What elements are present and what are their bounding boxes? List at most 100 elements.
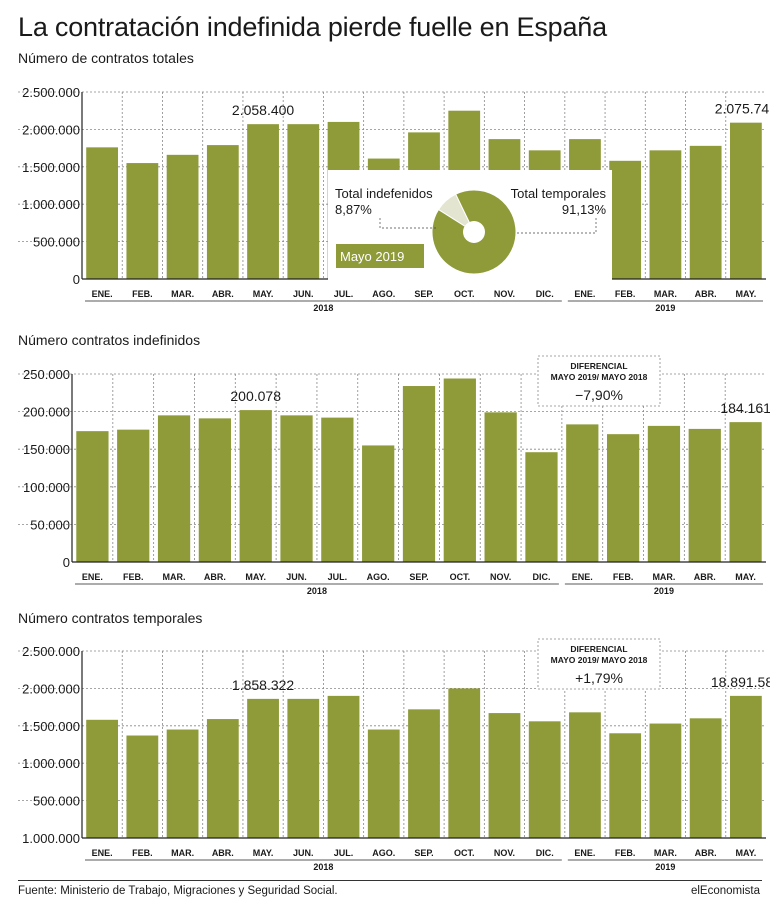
bar-2-14 bbox=[649, 723, 682, 838]
y-tick-label: 2.000.000 bbox=[22, 681, 80, 696]
x-tick-label: AGO. bbox=[372, 848, 395, 858]
bar-1-1 bbox=[117, 429, 150, 562]
bar-2-6 bbox=[327, 695, 360, 838]
bar-2-16 bbox=[729, 695, 762, 838]
y-tick-label: 500.000 bbox=[33, 235, 80, 250]
bar-0-1 bbox=[126, 163, 159, 279]
x-tick-label: ENE. bbox=[82, 572, 103, 582]
x-tick-label: ENE. bbox=[92, 289, 113, 299]
diff-box bbox=[537, 638, 661, 690]
bar-2-8 bbox=[408, 709, 440, 838]
bar-2-10 bbox=[488, 713, 521, 838]
bar-1-6 bbox=[321, 417, 354, 562]
bar-0-15 bbox=[689, 145, 722, 279]
x-tick-label: SEP. bbox=[414, 848, 433, 858]
x-tick-label: JUL. bbox=[334, 289, 354, 299]
bar-2-11 bbox=[528, 721, 561, 838]
x-tick-label: FEB. bbox=[615, 289, 636, 299]
bar-1-0 bbox=[76, 431, 109, 562]
x-tick-label: FEB. bbox=[123, 572, 144, 582]
year-label: 2019 bbox=[655, 303, 675, 313]
x-tick-label: ABR. bbox=[694, 572, 716, 582]
pie-label-indefinidos: Total indefenidos bbox=[335, 186, 433, 201]
x-tick-label: JUN. bbox=[293, 848, 314, 858]
x-tick-label: AGO. bbox=[367, 572, 390, 582]
x-tick-label: ABR. bbox=[212, 848, 234, 858]
chart-title: Número contratos indefinidos bbox=[18, 332, 200, 348]
x-tick-label: MAR. bbox=[654, 289, 677, 299]
x-tick-label: JUL. bbox=[328, 572, 348, 582]
bar-0-2 bbox=[166, 154, 199, 279]
y-tick-label: 0 bbox=[73, 272, 80, 287]
x-tick-label: MAR. bbox=[171, 848, 194, 858]
diff-box bbox=[537, 355, 661, 407]
x-tick-label: MAR. bbox=[171, 289, 194, 299]
bar-2-1 bbox=[126, 735, 159, 838]
diff-box-value: +1,79% bbox=[575, 670, 623, 686]
bar-2-13 bbox=[609, 733, 642, 838]
x-tick-label: OCT. bbox=[454, 848, 475, 858]
x-tick-label: NOV. bbox=[494, 289, 515, 299]
bar-2-4 bbox=[247, 698, 279, 838]
y-tick-label: 2.500.000 bbox=[22, 644, 80, 659]
x-tick-label: MAR. bbox=[652, 572, 675, 582]
x-tick-label: ABR. bbox=[695, 848, 717, 858]
year-label: 2018 bbox=[307, 586, 327, 596]
bar-2-9 bbox=[448, 688, 481, 838]
x-tick-label: MAY. bbox=[735, 572, 756, 582]
bar-2-0 bbox=[86, 719, 119, 838]
y-tick-label: 1.000.000 bbox=[22, 831, 80, 846]
bar-1-8 bbox=[402, 386, 436, 562]
x-tick-label: JUL. bbox=[334, 848, 354, 858]
footer-brand: elEconomista bbox=[690, 885, 760, 897]
diff-box-subtitle: MAYO 2019/ MAYO 2018 bbox=[551, 655, 648, 665]
x-tick-label: DIC. bbox=[532, 572, 550, 582]
year-label: 2019 bbox=[654, 586, 674, 596]
bar-0-13 bbox=[609, 160, 642, 279]
pie-label-temporales: Total temporales bbox=[511, 186, 607, 201]
bar-2-5 bbox=[287, 698, 320, 838]
bar-0-5 bbox=[287, 124, 320, 279]
bar-0-0 bbox=[86, 147, 119, 279]
x-tick-label: JUN. bbox=[286, 572, 307, 582]
y-tick-label: 1.000.000 bbox=[22, 197, 80, 212]
x-tick-label: SEP. bbox=[414, 289, 433, 299]
y-tick-label: 100.000 bbox=[23, 480, 70, 495]
bar-1-14 bbox=[647, 425, 681, 562]
x-tick-label: ENE. bbox=[574, 289, 595, 299]
bar-1-10 bbox=[484, 412, 517, 562]
bar-1-9 bbox=[443, 378, 476, 562]
x-tick-label: FEB. bbox=[613, 572, 634, 582]
bar-1-5 bbox=[280, 415, 313, 562]
chart-title: Número de contratos totales bbox=[18, 50, 194, 66]
data-label: 1.858.322 bbox=[232, 677, 294, 693]
bar-2-15 bbox=[689, 718, 722, 838]
x-tick-label: NOV. bbox=[490, 572, 511, 582]
x-tick-label: OCT. bbox=[450, 572, 471, 582]
bar-2-2 bbox=[166, 729, 199, 838]
diff-box-value: −7,90% bbox=[575, 387, 623, 403]
x-tick-label: ENE. bbox=[572, 572, 593, 582]
x-tick-label: JUN. bbox=[293, 289, 314, 299]
x-tick-label: ABR. bbox=[204, 572, 226, 582]
data-label: 18.891.580 bbox=[711, 674, 770, 690]
data-label: 200.078 bbox=[230, 388, 281, 404]
chart-title: Número contratos temporales bbox=[18, 610, 202, 626]
bar-0-16 bbox=[729, 122, 762, 279]
pie-caption: Mayo 2019 bbox=[340, 249, 404, 264]
x-tick-label: MAY. bbox=[245, 572, 266, 582]
y-tick-label: 500.000 bbox=[33, 794, 80, 809]
y-tick-label: 150.000 bbox=[23, 442, 70, 457]
y-tick-label: 2.000.000 bbox=[22, 122, 80, 137]
bar-1-16 bbox=[729, 422, 762, 562]
x-tick-label: ENE. bbox=[92, 848, 113, 858]
x-tick-label: MAR. bbox=[654, 848, 677, 858]
pie-value-indefinidos: 8,87% bbox=[335, 202, 372, 217]
bar-1-13 bbox=[606, 434, 640, 562]
x-tick-label: AGO. bbox=[372, 289, 395, 299]
x-tick-label: FEB. bbox=[132, 289, 153, 299]
x-tick-label: MAR. bbox=[163, 572, 186, 582]
diff-box-title: DIFERENCIAL bbox=[570, 361, 627, 371]
page-title: La contratación indefinida pierde fuelle… bbox=[18, 12, 607, 42]
bar-1-4 bbox=[239, 410, 272, 562]
